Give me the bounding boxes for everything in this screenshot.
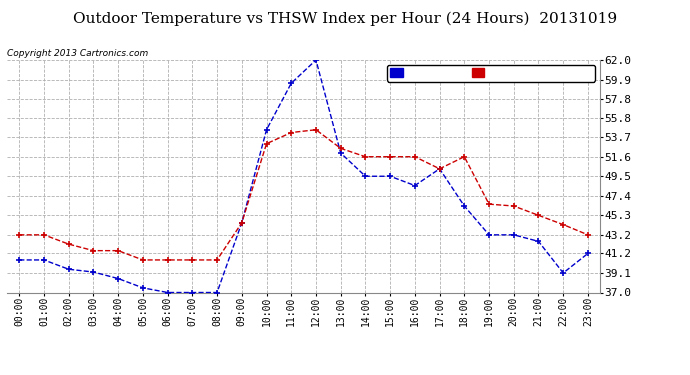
Text: Outdoor Temperature vs THSW Index per Hour (24 Hours)  20131019: Outdoor Temperature vs THSW Index per Ho… (73, 11, 617, 26)
Legend: THSW  (°F), Temperature  (°F): THSW (°F), Temperature (°F) (387, 65, 595, 81)
Text: Copyright 2013 Cartronics.com: Copyright 2013 Cartronics.com (7, 49, 148, 58)
